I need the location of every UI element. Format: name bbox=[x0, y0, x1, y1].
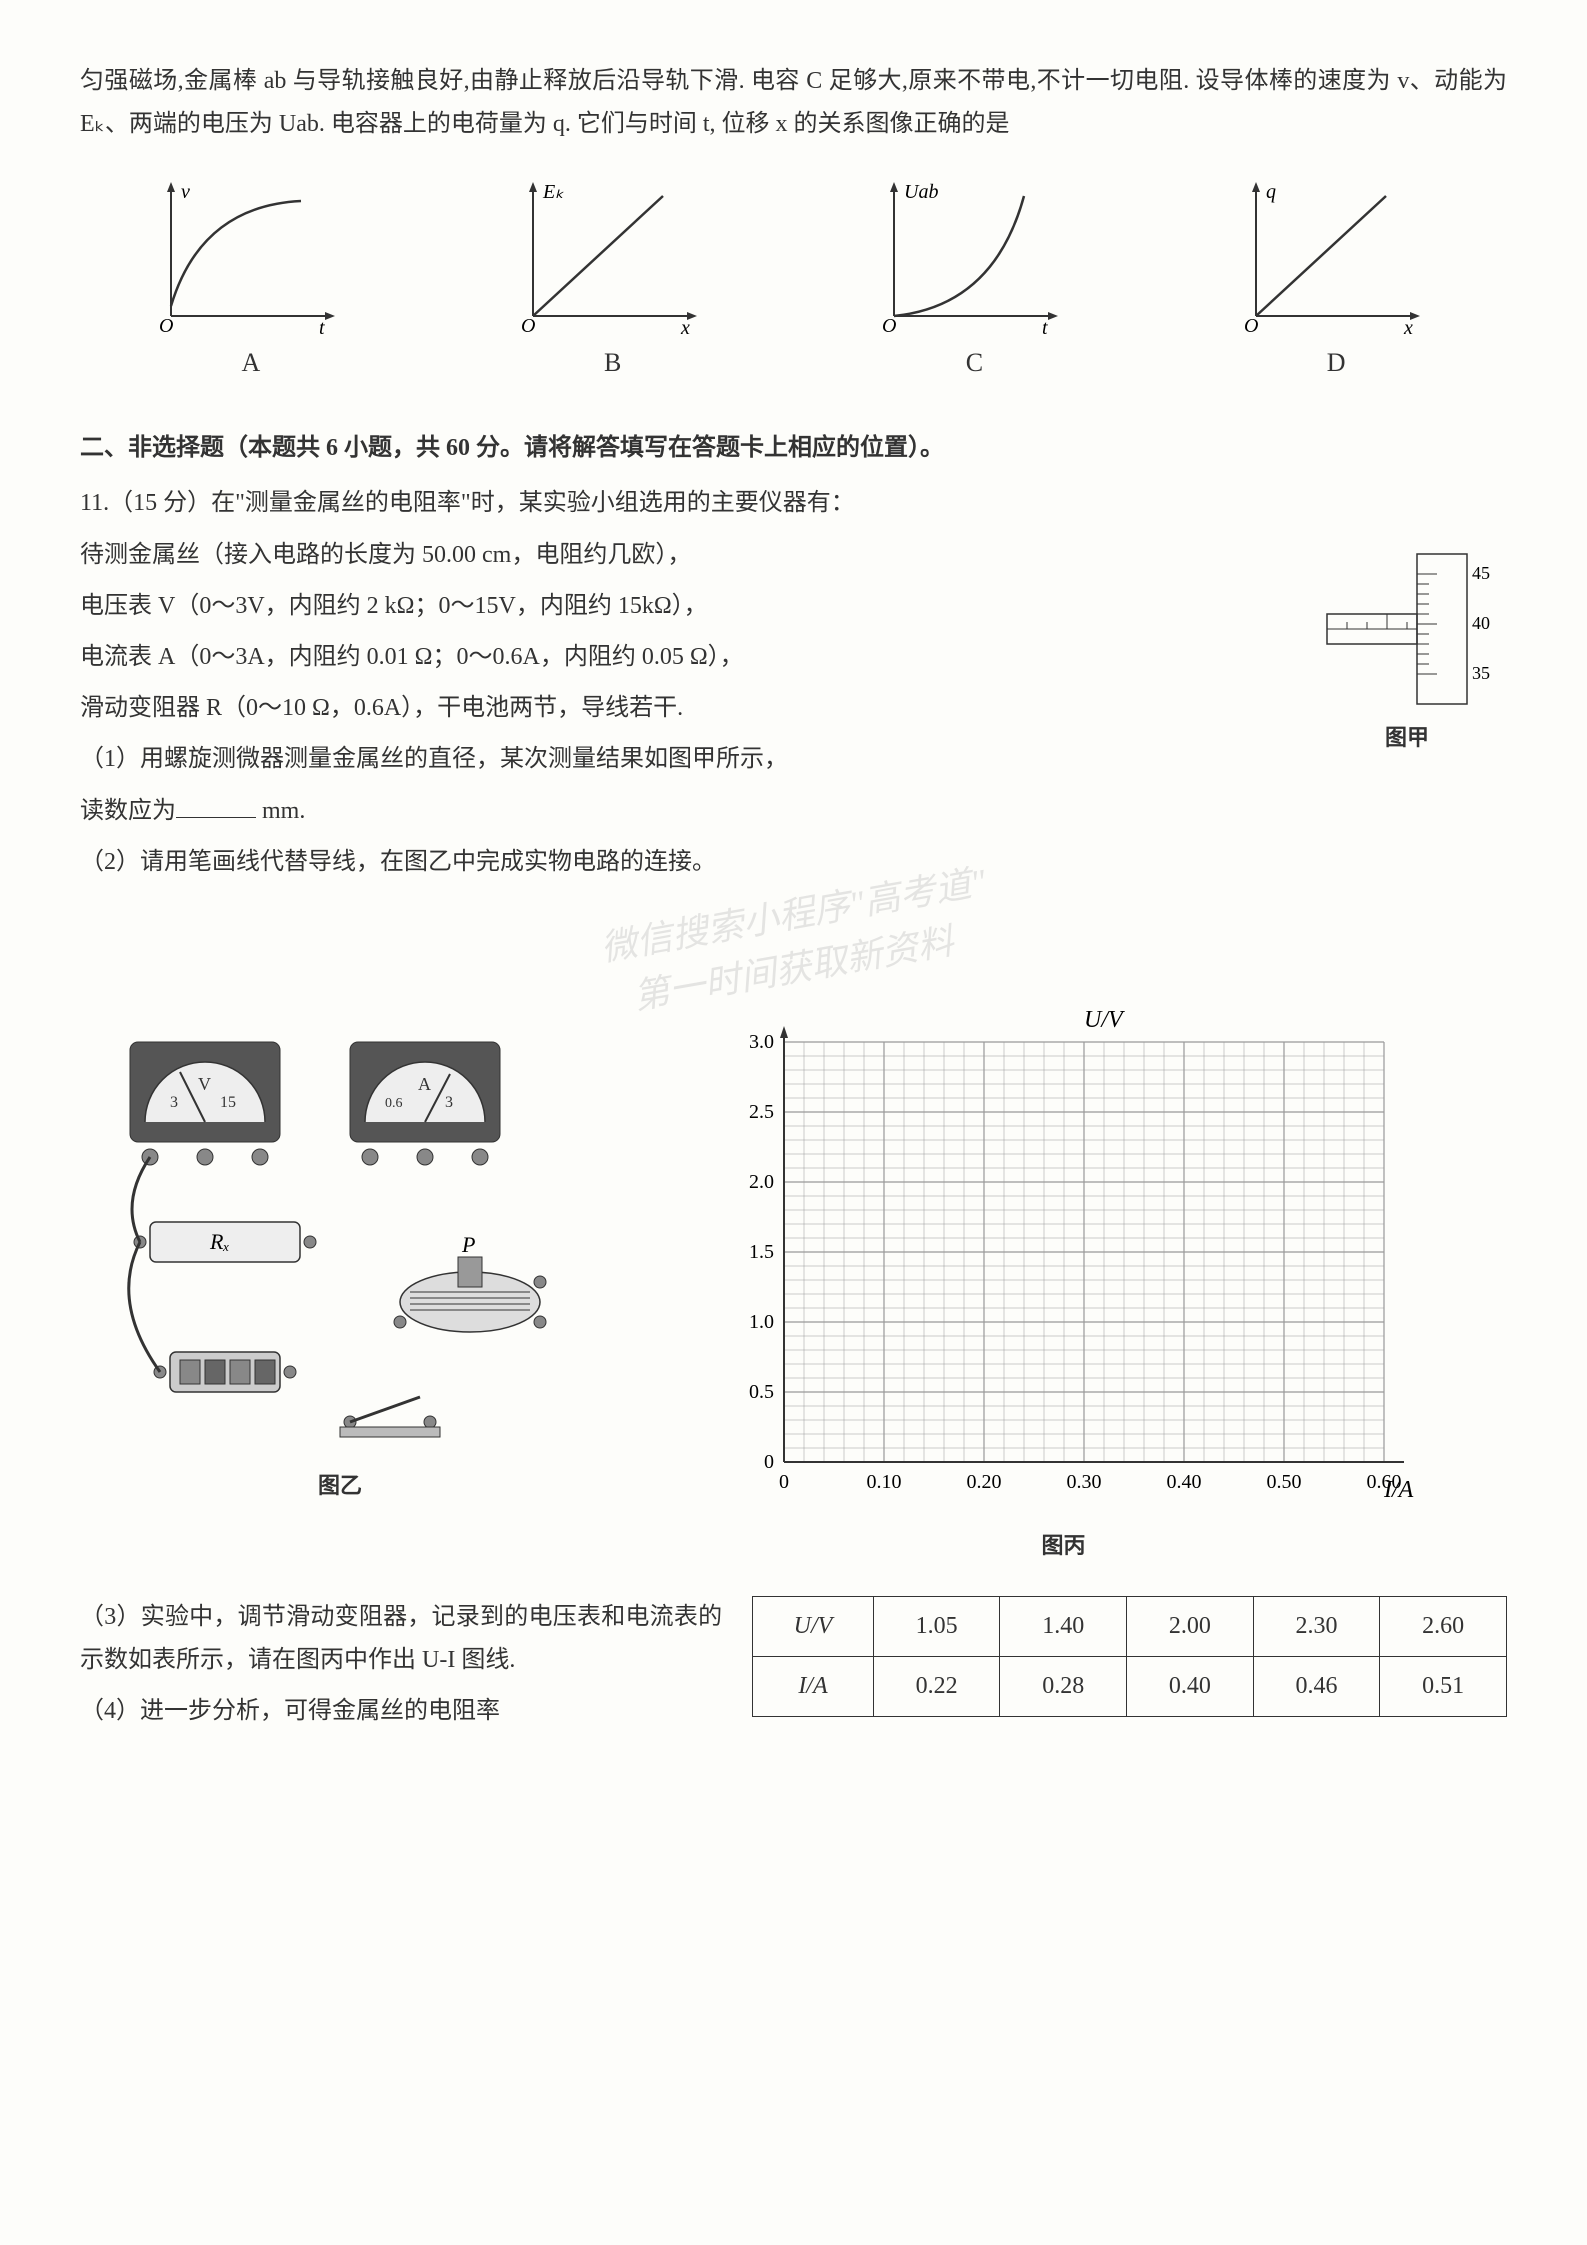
micrometer-tick-45: 45 bbox=[1472, 563, 1490, 583]
chart-c-tag: C bbox=[966, 340, 983, 387]
svg-text:0.30: 0.30 bbox=[1066, 1471, 1101, 1493]
micrometer-figure: 45 40 35 图甲 bbox=[1307, 534, 1507, 758]
svg-text:0: 0 bbox=[779, 1471, 789, 1493]
chart-a-ylabel: v bbox=[181, 181, 190, 203]
svg-text:0.60: 0.60 bbox=[1366, 1471, 1401, 1493]
svg-text:0.5: 0.5 bbox=[749, 1381, 774, 1403]
rx-label: Rₓ bbox=[209, 1229, 230, 1254]
a-unit: A bbox=[418, 1074, 431, 1094]
chart-b-tag: B bbox=[604, 340, 621, 387]
chart-b-ylabel: Eₖ bbox=[542, 181, 564, 203]
svg-text:3.0: 3.0 bbox=[749, 1031, 774, 1053]
chart-d-tag: D bbox=[1327, 340, 1346, 387]
chart-a-curve bbox=[171, 201, 301, 306]
origin-label: O bbox=[521, 315, 535, 336]
row-header-i: I/A bbox=[753, 1657, 874, 1717]
svg-text:0.20: 0.20 bbox=[966, 1471, 1001, 1493]
intro-text: 匀强磁场,金属棒 ab 与导轨接触良好,由静止释放后沿导轨下滑. 电容 C 足够… bbox=[80, 60, 1507, 146]
grid-svg: U/V I/A 00.51.01.52.02.53.0 00.100.200.3… bbox=[704, 1002, 1424, 1522]
grid-caption: 图丙 bbox=[620, 1526, 1507, 1566]
chart-d-curve bbox=[1256, 196, 1386, 316]
chart-c-xlabel: t bbox=[1042, 317, 1048, 336]
micrometer-tick-40: 40 bbox=[1472, 613, 1490, 633]
origin-label: O bbox=[1244, 315, 1258, 336]
chart-c-ylabel: Uab bbox=[904, 181, 938, 203]
cell: 0.22 bbox=[873, 1657, 1000, 1717]
sub1-suffix: mm. bbox=[256, 798, 305, 824]
svg-text:1.5: 1.5 bbox=[749, 1241, 774, 1263]
rheostat-line: 滑动变阻器 R（0～10 Ω，0.6A），干电池两节，导线若干. bbox=[80, 687, 1287, 730]
table-row: I/A 0.22 0.28 0.40 0.46 0.51 bbox=[753, 1657, 1507, 1717]
a-scale-3: 3 bbox=[445, 1094, 453, 1111]
cell: 1.05 bbox=[873, 1596, 1000, 1656]
svg-text:2.0: 2.0 bbox=[749, 1171, 774, 1193]
svg-text:1.0: 1.0 bbox=[749, 1311, 774, 1333]
ammeter-line: 电流表 A（0～3A，内阻约 0.01 Ω；0～0.6A，内阻约 0.05 Ω）… bbox=[80, 636, 1287, 679]
data-table: U/V 1.05 1.40 2.00 2.30 2.60 I/A 0.22 0.… bbox=[752, 1596, 1507, 1717]
grid-ylabel: U/V bbox=[1084, 1007, 1125, 1033]
voltmeter-line: 电压表 V（0～3V，内阻约 2 kΩ；0～15V，内阻约 15kΩ）， bbox=[80, 585, 1287, 628]
svg-text:0.50: 0.50 bbox=[1266, 1471, 1301, 1493]
cell: 2.00 bbox=[1127, 1596, 1254, 1656]
chart-c: Uab t O C bbox=[804, 176, 1146, 387]
chart-d-ylabel: q bbox=[1266, 181, 1276, 203]
svg-text:0.10: 0.10 bbox=[866, 1471, 901, 1493]
chart-d-svg: q x O bbox=[1236, 176, 1436, 336]
chart-d-xlabel: x bbox=[1403, 317, 1413, 336]
grid-figure: U/V I/A 00.51.01.52.02.53.0 00.100.200.3… bbox=[620, 1002, 1507, 1566]
sub1-prefix: 读数应为 bbox=[80, 798, 176, 824]
chart-b-curve bbox=[533, 196, 663, 316]
chart-a: v t O A bbox=[80, 176, 422, 387]
p-label: P bbox=[461, 1232, 475, 1257]
sub1-line-a: （1）用螺旋测微器测量金属丝的直径，某次测量结果如图甲所示， bbox=[80, 738, 1287, 781]
cell: 0.46 bbox=[1253, 1657, 1380, 1717]
q11-head: 11.（15 分）在"测量金属丝的电阻率"时，某实验小组选用的主要仪器有： bbox=[80, 482, 1507, 525]
cell: 1.40 bbox=[1000, 1596, 1127, 1656]
cell: 0.28 bbox=[1000, 1657, 1127, 1717]
svg-text:0: 0 bbox=[764, 1451, 774, 1473]
wire-line: 待测金属丝（接入电路的长度为 50.00 cm，电阻约几欧）， bbox=[80, 534, 1287, 577]
section2-title: 二、非选择题（本题共 6 小题，共 60 分。请将解答填写在答题卡上相应的位置）… bbox=[80, 427, 1507, 470]
svg-text:2.5: 2.5 bbox=[749, 1101, 774, 1123]
cell: 2.30 bbox=[1253, 1596, 1380, 1656]
chart-a-svg: v t O bbox=[151, 176, 351, 336]
chart-c-svg: Uab t O bbox=[874, 176, 1074, 336]
cell: 0.51 bbox=[1380, 1657, 1507, 1717]
chart-a-tag: A bbox=[241, 340, 260, 387]
sub3-line: （3）实验中，调节滑动变阻器，记录到的电压表和电流表的示数如表所示，请在图丙中作… bbox=[80, 1596, 722, 1682]
svg-text:0.40: 0.40 bbox=[1166, 1471, 1201, 1493]
origin-label: O bbox=[882, 315, 896, 336]
micrometer-tick-35: 35 bbox=[1472, 663, 1490, 683]
row-header-u: U/V bbox=[753, 1596, 874, 1656]
chart-b-xlabel: x bbox=[680, 317, 690, 336]
chart-b-svg: Eₖ x O bbox=[513, 176, 713, 336]
chart-a-xlabel: t bbox=[319, 317, 325, 336]
micrometer-caption: 图甲 bbox=[1307, 718, 1507, 758]
cell: 2.60 bbox=[1380, 1596, 1507, 1656]
chart-d: q x O D bbox=[1165, 176, 1507, 387]
origin-label: O bbox=[159, 315, 173, 336]
fill-blank bbox=[176, 789, 256, 818]
chart-b: Eₖ x O B bbox=[442, 176, 784, 387]
chart-c-curve bbox=[894, 196, 1024, 316]
table-row: U/V 1.05 1.40 2.00 2.30 2.60 bbox=[753, 1596, 1507, 1656]
circuit-caption: 图乙 bbox=[80, 1466, 600, 1506]
chart-options-row: v t O A Eₖ x O B Uab t O C bbox=[80, 176, 1507, 387]
sub4-line: （4）进一步分析，可得金属丝的电阻率 bbox=[80, 1690, 722, 1733]
cell: 0.40 bbox=[1127, 1657, 1254, 1717]
a-scale-06: 0.6 bbox=[385, 1096, 403, 1111]
micrometer-svg: 45 40 35 bbox=[1317, 534, 1497, 714]
